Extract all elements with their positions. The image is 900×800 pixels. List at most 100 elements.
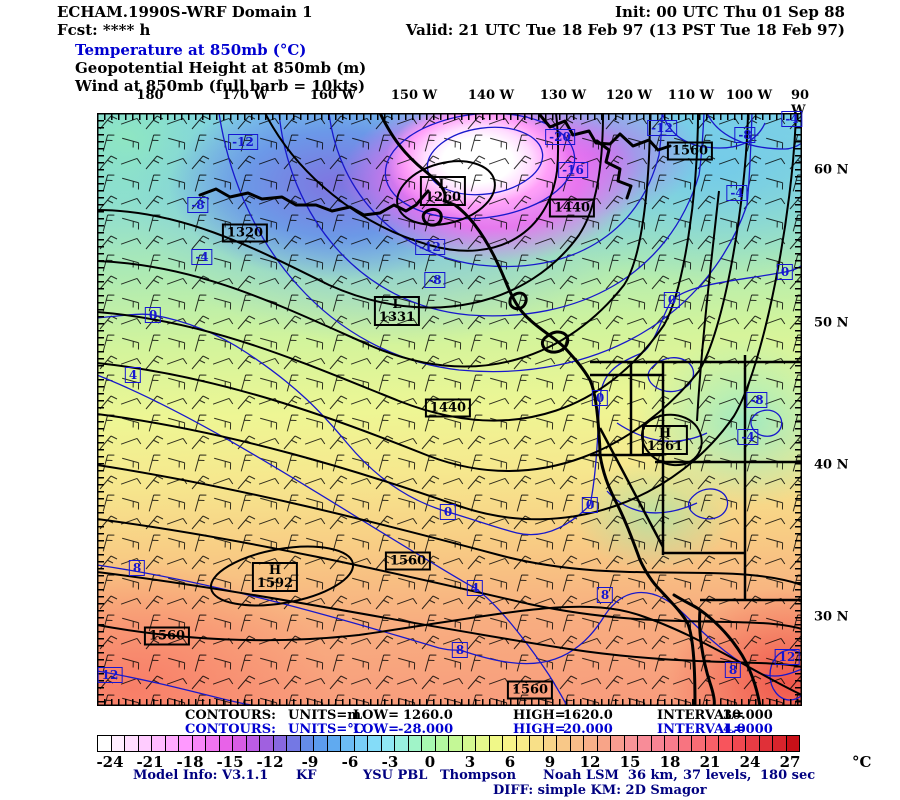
colorbar-cell [503, 736, 517, 751]
colorbar-cell [98, 736, 112, 751]
pressure-center-label: H 1561 [641, 425, 689, 455]
lat-label: 60 N [814, 162, 849, 178]
colorbar-cell [570, 736, 584, 751]
lat-label: 40 N [814, 457, 849, 473]
colorbar-cell [476, 736, 490, 751]
temp-contour-label: -4 [781, 111, 803, 127]
lon-label: 180 [136, 88, 164, 103]
info-part: 37 levels, [683, 768, 752, 783]
temp-contour-label: -8 [746, 392, 768, 408]
info-part: Thompson [440, 768, 517, 783]
init-time: Init: 00 UTC Thu 01 Sep 88 [614, 3, 845, 21]
colorbar-cell [111, 736, 125, 751]
legend-temperature: Temperature at 850mb (°C) [75, 41, 307, 59]
height-contour-label: 1560 [506, 680, 554, 700]
temp-contour-label: -8 [734, 127, 756, 143]
info-part: INTERVAL= [657, 722, 745, 737]
lat-label: 30 N [814, 609, 849, 625]
forecast-hour: Fcst: **** h [57, 21, 151, 39]
pressure-center-label: L 1260 [419, 176, 467, 206]
info-part: 30.000 [723, 708, 773, 723]
valid-time: Valid: 21 UTC Tue 18 Feb 97 (13 PST Tue … [405, 21, 845, 39]
info-part: 180 sec [760, 768, 816, 783]
temp-contour-label: 8 [724, 662, 742, 678]
colorbar-cell [516, 736, 530, 751]
map-frame [97, 113, 802, 706]
colorbar-cell [152, 736, 166, 751]
state-borders [590, 355, 802, 602]
temp-contour-label: 0 [591, 390, 609, 406]
legend-wind: Wind at 850mb (full barb = 10kts) [75, 77, 366, 95]
temp-contour-label: 8 [451, 642, 469, 658]
pressure-center-label: L 1331 [373, 296, 421, 326]
colorbar-tick: -15 [216, 753, 244, 771]
colorbar-tick: 27 [779, 753, 801, 771]
colorbar-tick: 12 [579, 753, 601, 771]
height-contour-label: 1560 [666, 141, 714, 161]
colorbar-cell [638, 736, 652, 751]
info-part: LOW= [353, 708, 399, 723]
colorbar-tick: -12 [256, 753, 284, 771]
info-part: 20.000 [563, 722, 613, 737]
colorbar-tick: 6 [504, 753, 516, 771]
temp-contour-label: 0 [439, 504, 457, 520]
height-contour-label: 1320 [221, 223, 269, 243]
colorbar-cell [179, 736, 193, 751]
info-part: UNITS=m [288, 708, 362, 723]
temp-contour-label: 4 [466, 580, 484, 596]
colorbar-tick: -21 [136, 753, 164, 771]
colorbar-tick: 9 [544, 753, 556, 771]
temp-contour-label: 0 [776, 264, 794, 280]
colorbar-cell [165, 736, 179, 751]
colorbar-tick: -3 [381, 753, 399, 771]
lon-axis: 180 170 W 160 W 150 W 140 W 130 W 120 W 110 W 10… [97, 88, 809, 118]
info-line-2: CONTOURS: UNITS=°C LOW= -28.000 HIGH= 20.000 I… [0, 722, 900, 737]
temp-contour-label: -8 [424, 272, 446, 288]
colorbar-cell [260, 736, 274, 751]
lon-label: 120 W [605, 88, 653, 103]
colorbar-cell [341, 736, 355, 751]
colorbar-cell [246, 736, 260, 751]
colorbar-tick: 21 [699, 753, 721, 771]
height-contour-label: 1560 [384, 551, 432, 571]
map-canvas [97, 113, 802, 706]
colorbar-cell [773, 736, 787, 751]
colorbar-cell [732, 736, 746, 751]
colorbar-cell [138, 736, 152, 751]
temp-contour-label: -16 [558, 162, 588, 178]
info-line-4: DIFF: simple KM: 2D Smagor [0, 783, 900, 798]
temp-contour-label: 12 [774, 649, 800, 665]
info-part: DIFF: simple KM: 2D Smagor [493, 783, 707, 798]
lon-label: 100 W [725, 88, 773, 103]
colorbar-cell [408, 736, 422, 751]
lon-label: 140 W [467, 88, 515, 103]
colorbar-cell [651, 736, 665, 751]
colorbar-cell [368, 736, 382, 751]
info-line-3: Model Info: V3.1.1 KF YSU PBL Thompson Noah … [0, 768, 900, 783]
lon-label: 130 W [539, 88, 587, 103]
colorbar-cell [584, 736, 598, 751]
info-line-1: CONTOURS: UNITS=m LOW= 1260.0 HIGH= 1620.0 INT… [0, 708, 900, 723]
info-part: 1260.0 [403, 708, 453, 723]
colorbar-tick: -18 [176, 753, 204, 771]
temp-contour-label: -4 [737, 429, 759, 445]
colorbar-tick: -24 [96, 753, 124, 771]
colorbar-cell [273, 736, 287, 751]
page-title: ECHAM.1990S-WRF Domain 1 [57, 3, 313, 21]
temp-contour-label: -4 [191, 249, 213, 265]
colorbar-tick: -6 [341, 753, 359, 771]
colorbar-cell [327, 736, 341, 751]
temp-contour-label: 0 [663, 292, 681, 308]
temp-contour-label: 12 [97, 667, 123, 683]
colorbar-cell [206, 736, 220, 751]
colorbar-cell [786, 736, 799, 751]
temp-contour-label: 8 [128, 560, 146, 576]
info-part: KF [296, 768, 317, 783]
colorbar-cell [395, 736, 409, 751]
info-part: 1620.0 [563, 708, 613, 723]
colorbar-cell [381, 736, 395, 751]
map-labels: 1320 1440 1560 1440 1560 1560 1560 L 1260 L 1331 H 1… [97, 111, 803, 706]
colorbar-cell [597, 736, 611, 751]
colorbar [97, 735, 800, 752]
